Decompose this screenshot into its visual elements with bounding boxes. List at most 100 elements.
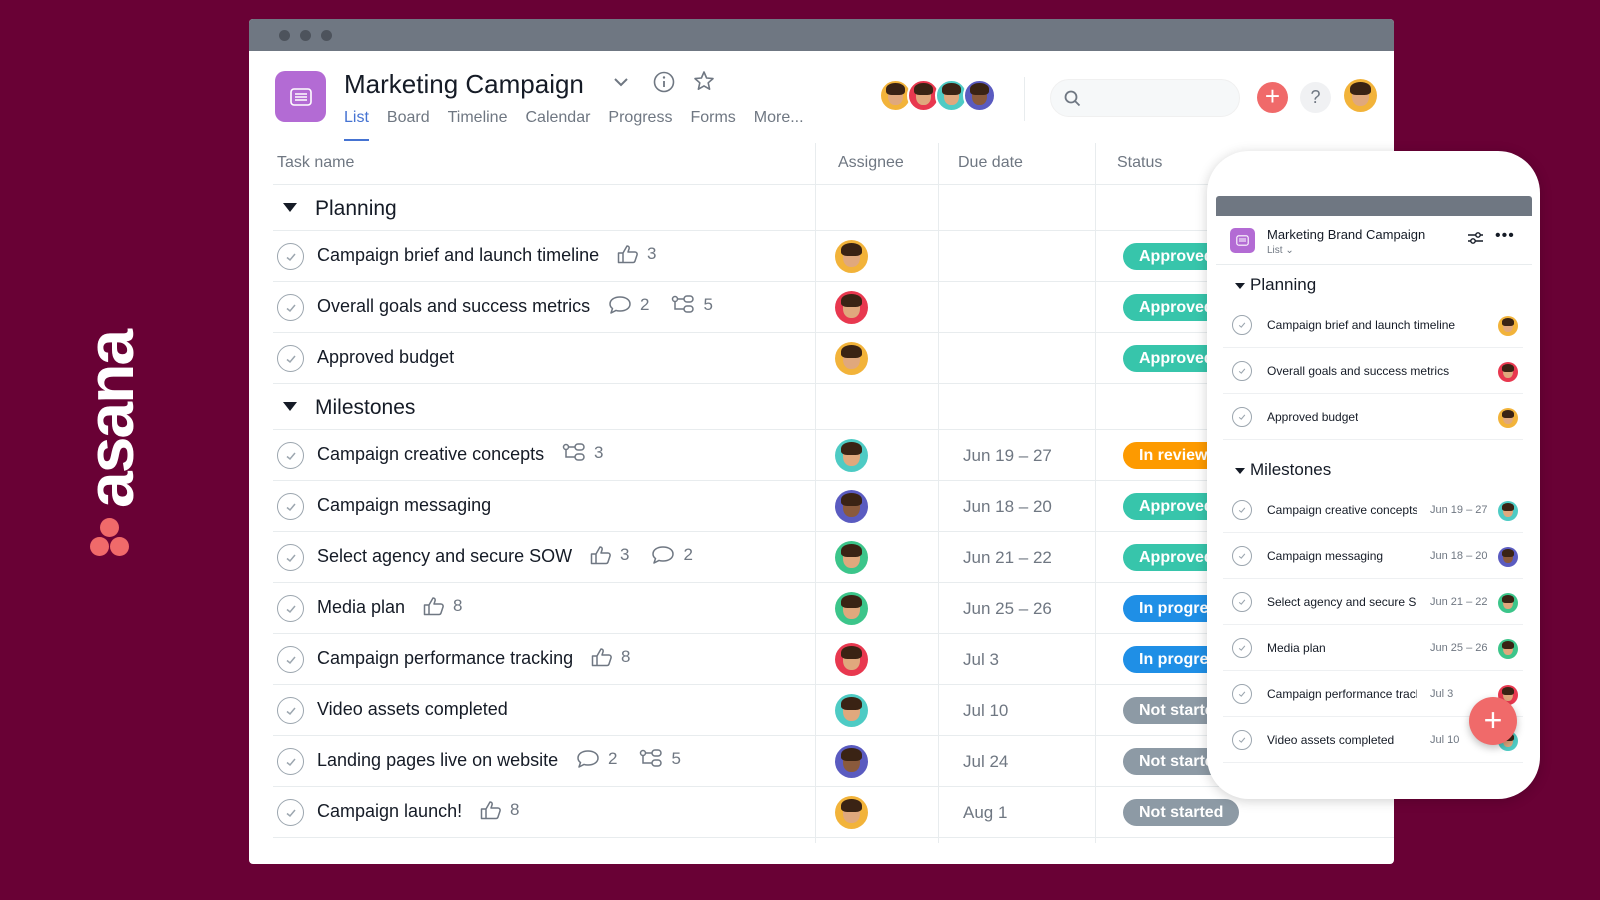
mobile-task-row[interactable]: Campaign brief and launch timeline bbox=[1223, 302, 1523, 348]
due-date[interactable]: Jul 3 bbox=[963, 650, 999, 669]
column-header-status[interactable]: Status bbox=[1117, 154, 1163, 171]
task-row[interactable]: Video assets completed Jul 10 Not started bbox=[273, 685, 1394, 736]
assignee-cell[interactable] bbox=[835, 342, 868, 380]
complete-task-checkbox[interactable] bbox=[277, 294, 304, 321]
complete-task-checkbox[interactable] bbox=[1232, 684, 1252, 704]
window-minimize-button[interactable] bbox=[300, 30, 311, 41]
avatar[interactable] bbox=[835, 745, 868, 778]
window-close-button[interactable] bbox=[279, 30, 290, 41]
chevron-down-icon[interactable] bbox=[613, 75, 629, 93]
task-name[interactable]: Campaign messaging bbox=[317, 495, 492, 515]
mobile-section-title[interactable]: Milestones bbox=[1250, 460, 1332, 479]
like-badge[interactable]: 8 bbox=[591, 647, 630, 667]
star-icon[interactable] bbox=[693, 70, 715, 97]
mobile-task-name[interactable]: Select agency and secure SOW bbox=[1267, 595, 1417, 609]
avatar[interactable] bbox=[835, 643, 868, 676]
subtask-badge[interactable]: 5 bbox=[671, 295, 713, 315]
comment-badge[interactable]: 2 bbox=[651, 545, 693, 565]
task-row[interactable]: Select agency and secure SOW 3 2 Jun 21 – 2… bbox=[273, 532, 1394, 583]
avatar[interactable] bbox=[1498, 547, 1518, 567]
floating-add-button[interactable]: + bbox=[1469, 697, 1517, 745]
avatar[interactable] bbox=[835, 342, 868, 375]
complete-task-checkbox[interactable] bbox=[277, 646, 304, 673]
subtask-badge[interactable]: 3 bbox=[562, 443, 603, 463]
complete-task-checkbox[interactable] bbox=[277, 595, 304, 622]
assignee-cell[interactable] bbox=[835, 240, 868, 278]
tab-board[interactable]: Board bbox=[386, 109, 430, 126]
tab-forms[interactable]: Forms bbox=[690, 109, 736, 126]
mobile-task-row[interactable]: Overall goals and success metrics bbox=[1223, 348, 1523, 394]
assignee-cell[interactable] bbox=[835, 796, 868, 834]
avatar[interactable] bbox=[1498, 408, 1518, 428]
assignee-cell[interactable] bbox=[835, 694, 868, 732]
task-name[interactable]: Campaign creative concepts bbox=[317, 444, 545, 464]
info-icon[interactable] bbox=[653, 71, 675, 98]
due-date[interactable]: Jun 19 – 27 bbox=[963, 446, 1052, 465]
avatar[interactable] bbox=[835, 541, 868, 574]
due-date[interactable]: Jun 21 – 22 bbox=[963, 548, 1052, 567]
avatar[interactable] bbox=[835, 490, 868, 523]
avatar[interactable] bbox=[1498, 316, 1518, 336]
assignee-cell[interactable] bbox=[835, 541, 868, 579]
window-maximize-button[interactable] bbox=[321, 30, 332, 41]
complete-task-checkbox[interactable] bbox=[1232, 500, 1252, 520]
mobile-task-name[interactable]: Campaign creative concepts bbox=[1267, 503, 1417, 517]
quick-add-button[interactable]: + bbox=[1257, 82, 1288, 113]
task-row[interactable]: Campaign performance tracking 8 Jul 3 In pr… bbox=[273, 634, 1394, 685]
mobile-task-name[interactable]: Overall goals and success metrics bbox=[1267, 364, 1450, 378]
section-header[interactable]: Milestones bbox=[273, 384, 1394, 430]
tab-calendar[interactable]: Calendar bbox=[525, 109, 591, 126]
mobile-task-name[interactable]: Campaign performance tracking bbox=[1267, 687, 1417, 701]
complete-task-checkbox[interactable] bbox=[277, 493, 304, 520]
avatar[interactable] bbox=[835, 291, 868, 324]
mobile-task-row[interactable]: Campaign creative concepts Jun 19 – 27 bbox=[1223, 487, 1523, 533]
due-date[interactable]: Jul 10 bbox=[963, 701, 1009, 720]
like-badge[interactable]: 3 bbox=[590, 545, 629, 565]
mobile-task-name[interactable]: Media plan bbox=[1267, 641, 1326, 655]
avatar[interactable] bbox=[835, 592, 868, 625]
task-name[interactable]: Approved budget bbox=[317, 347, 455, 367]
mobile-task-row[interactable]: Media plan Jun 25 – 26 bbox=[1223, 625, 1523, 671]
project-members[interactable] bbox=[879, 79, 996, 112]
assignee-cell[interactable] bbox=[835, 291, 868, 329]
filter-icon[interactable] bbox=[1467, 231, 1484, 250]
comment-badge[interactable]: 2 bbox=[608, 295, 649, 315]
caret-down-icon[interactable] bbox=[283, 203, 297, 212]
task-name[interactable]: Campaign launch! bbox=[317, 801, 463, 821]
complete-task-checkbox[interactable] bbox=[277, 748, 304, 775]
complete-task-checkbox[interactable] bbox=[277, 799, 304, 826]
avatar[interactable] bbox=[1498, 501, 1518, 521]
tab-more[interactable]: More... bbox=[753, 109, 804, 126]
status-badge[interactable]: Not started bbox=[1123, 799, 1240, 826]
tab-progress[interactable]: Progress bbox=[608, 109, 673, 126]
task-name[interactable]: Select agency and secure SOW bbox=[317, 546, 573, 566]
more-options-icon[interactable]: ••• bbox=[1495, 227, 1515, 244]
complete-task-checkbox[interactable] bbox=[1232, 361, 1252, 381]
caret-down-icon[interactable] bbox=[1235, 283, 1245, 289]
assignee-cell[interactable] bbox=[835, 490, 868, 528]
task-name[interactable]: Video assets completed bbox=[317, 699, 508, 719]
tab-list[interactable]: List bbox=[344, 109, 369, 141]
complete-task-checkbox[interactable] bbox=[1232, 407, 1252, 427]
help-button[interactable]: ? bbox=[1300, 82, 1331, 113]
complete-task-checkbox[interactable] bbox=[277, 697, 304, 724]
complete-task-checkbox[interactable] bbox=[1232, 638, 1252, 658]
avatar[interactable] bbox=[835, 694, 868, 727]
mobile-task-name[interactable]: Campaign brief and launch timeline bbox=[1267, 318, 1456, 332]
complete-task-checkbox[interactable] bbox=[1232, 315, 1252, 335]
mobile-task-row[interactable]: Select agency and secure SOW Jun 21 – 22 bbox=[1223, 579, 1523, 625]
column-header-assignee[interactable]: Assignee bbox=[838, 154, 904, 171]
column-header-task[interactable]: Task name bbox=[277, 154, 355, 171]
column-header-due-date[interactable]: Due date bbox=[958, 154, 1023, 171]
task-name[interactable]: Media plan bbox=[317, 597, 406, 617]
task-row[interactable]: Campaign creative concepts 3 Jun 19 – 27 In… bbox=[273, 430, 1394, 481]
due-date[interactable]: Jul 24 bbox=[963, 752, 1009, 771]
mobile-section-title[interactable]: Planning bbox=[1250, 275, 1317, 294]
assignee-cell[interactable] bbox=[835, 439, 868, 477]
complete-task-checkbox[interactable] bbox=[277, 243, 304, 270]
mobile-task-name[interactable]: Video assets completed bbox=[1267, 733, 1395, 747]
complete-task-checkbox[interactable] bbox=[277, 544, 304, 571]
due-date[interactable]: Jun 18 – 20 bbox=[963, 497, 1052, 516]
due-date[interactable]: Aug 1 bbox=[963, 803, 1008, 822]
comment-badge[interactable]: 2 bbox=[576, 749, 617, 769]
